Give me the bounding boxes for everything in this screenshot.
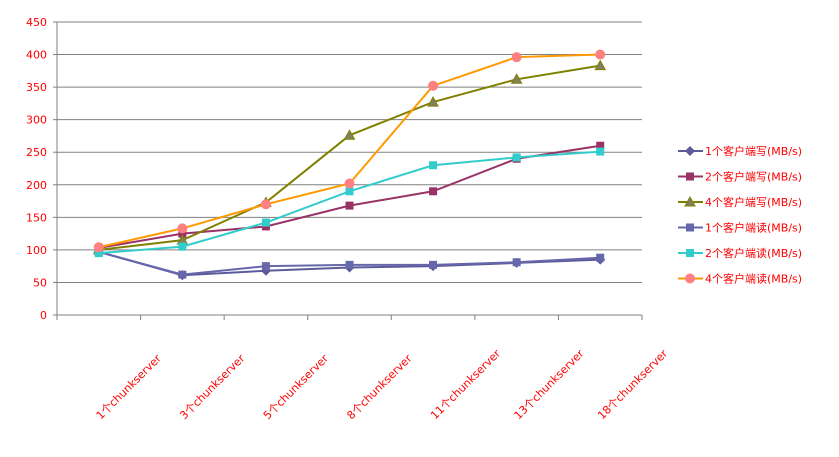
data-point (93, 242, 104, 253)
legend-item: 1个客户端写(MB/s) (678, 144, 802, 158)
legend-item: 2个客户端写(MB/s) (678, 170, 802, 184)
data-point (345, 260, 354, 269)
y-tick-label: 200 (26, 179, 47, 192)
data-point (345, 201, 354, 210)
data-point (429, 260, 438, 269)
data-point (596, 147, 605, 156)
data-point (596, 141, 605, 150)
data-point (261, 218, 270, 227)
data-point (344, 178, 355, 189)
legend-item: 4个客户端读(MB/s) (678, 272, 802, 286)
y-tick-label: 150 (26, 211, 47, 224)
y-tick-label: 50 (33, 276, 47, 289)
series-6 (93, 49, 606, 253)
series-2 (94, 141, 605, 252)
legend-label: 1个客户端写(MB/s) (705, 144, 802, 158)
data-point (685, 273, 695, 284)
data-point (595, 49, 606, 60)
data-point (596, 253, 605, 262)
legend-item: 1个客户端读(MB/s) (678, 221, 802, 235)
data-point (178, 270, 187, 279)
y-tick-label: 250 (26, 146, 47, 159)
data-point (686, 249, 694, 257)
data-point (512, 258, 521, 267)
y-tick-label: 450 (26, 16, 47, 29)
data-point (260, 199, 271, 210)
data-point (429, 161, 438, 170)
y-tick-label: 400 (26, 49, 47, 62)
data-point (427, 96, 439, 107)
x-tick-label: 1个chunkserver (94, 352, 164, 422)
data-point (177, 223, 188, 234)
y-tick-label: 0 (40, 309, 47, 322)
data-point (345, 187, 354, 196)
data-point (512, 153, 521, 162)
legend-item: 2个客户端读(MB/s) (678, 246, 802, 260)
data-point (428, 80, 439, 91)
x-tick-label: 3个chunkserver (177, 352, 247, 422)
x-tick-label: 18个chunkserver (595, 347, 670, 422)
y-tick-label: 350 (26, 81, 47, 94)
x-tick-label: 5个chunkserver (261, 352, 331, 422)
data-point (685, 146, 695, 156)
legend-item: 4个客户端写(MB/s) (678, 195, 802, 209)
data-point (343, 129, 356, 140)
series-5 (94, 147, 605, 258)
legend-label: 4个客户端读(MB/s) (705, 272, 802, 286)
data-point (511, 52, 522, 63)
data-point (178, 229, 187, 238)
legend-label: 4个客户端写(MB/s) (705, 195, 802, 209)
x-tick-label: 13个chunkserver (512, 347, 587, 422)
x-tick-label: 8个chunkserver (344, 352, 414, 422)
legend-label: 1个客户端读(MB/s) (705, 221, 802, 235)
data-point (94, 249, 103, 258)
data-point (178, 242, 187, 251)
legend-label: 2个客户端写(MB/s) (705, 170, 802, 184)
x-tick-label: 11个chunkserver (428, 347, 503, 422)
data-point (686, 223, 694, 232)
data-point (684, 195, 696, 207)
y-tick-label: 100 (26, 244, 47, 257)
data-point (261, 262, 270, 271)
y-tick-label: 300 (26, 114, 47, 127)
data-point (594, 59, 607, 71)
data-point (429, 187, 438, 196)
series-line (98, 144, 601, 249)
data-point (686, 172, 694, 181)
series-line (98, 53, 601, 249)
legend-label: 2个客户端读(MB/s) (705, 246, 802, 260)
data-point (510, 73, 523, 84)
